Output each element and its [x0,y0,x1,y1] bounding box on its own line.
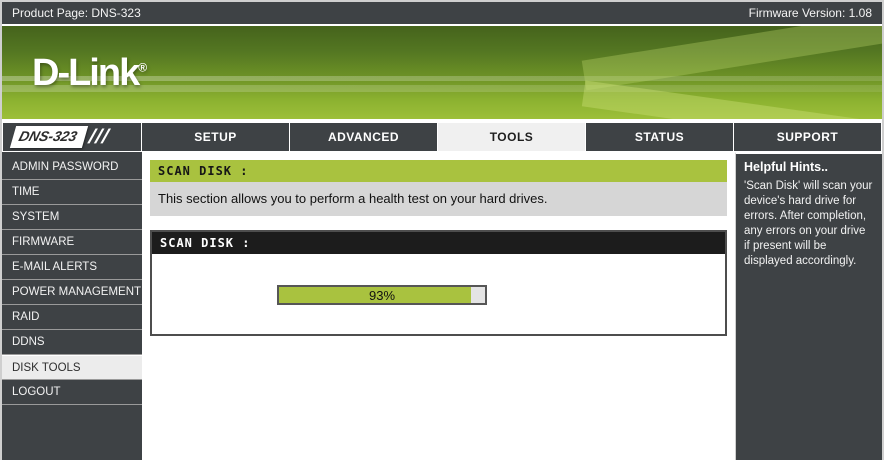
tab-tools[interactable]: TOOLS [438,122,586,152]
scan-disk-description: This section allows you to perform a hea… [150,182,727,216]
sidebar-item-logout[interactable]: LOGOUT [2,380,142,405]
helpful-hints-panel: Helpful Hints.. 'Scan Disk' will scan yo… [735,152,882,460]
model-badge: DNS-323 [9,126,88,148]
tab-support[interactable]: SUPPORT [734,122,882,152]
brand-banner: D-Link® [2,26,882,122]
sidebar-item-time[interactable]: TIME [2,180,142,205]
sidebar-item-system[interactable]: SYSTEM [2,205,142,230]
scan-disk-status-header: SCAN DISK : [152,232,725,254]
sidebar-item-admin-password[interactable]: ADMIN PASSWORD [2,155,142,180]
sidebar-item-email-alerts[interactable]: E-MAIL ALERTS [2,255,142,280]
sidebar-item-ddns[interactable]: DDNS [2,330,142,355]
scan-progress-label: 93% [368,287,396,303]
sidebar-item-power-management[interactable]: POWER MANAGEMENT [2,280,142,305]
sidebar-item-disk-tools[interactable]: DISK TOOLS [2,355,142,380]
helpful-hints-title: Helpful Hints.. [744,160,829,174]
registered-mark: ® [138,60,148,75]
model-slashes-decoration: /// [86,125,111,148]
scan-disk-status-box: SCAN DISK : 93% [150,230,727,336]
sidebar: ADMIN PASSWORD TIME SYSTEM FIRMWARE E-MA… [2,152,142,460]
scan-disk-status-body: 93% [152,254,725,334]
sidebar-item-firmware[interactable]: FIRMWARE [2,230,142,255]
dlink-logo: D-Link® [32,52,147,95]
main-panel: SCAN DISK : This section allows you to p… [142,152,735,460]
firmware-version-label: Firmware Version: 1.08 [748,6,872,20]
content-row: ADMIN PASSWORD TIME SYSTEM FIRMWARE E-MA… [2,152,882,460]
helpful-hints-body: 'Scan Disk' will scan your device's hard… [744,180,873,267]
banner-streak [2,76,882,81]
scan-disk-intro-header: SCAN DISK : [150,160,727,182]
model-badge-cell: DNS-323 /// [2,122,142,152]
sidebar-item-raid[interactable]: RAID [2,305,142,330]
top-info-bar: Product Page: DNS-323 Firmware Version: … [2,2,882,26]
product-page-label: Product Page: DNS-323 [12,6,141,20]
tab-advanced[interactable]: ADVANCED [290,122,438,152]
scan-progress-bar: 93% [277,285,487,305]
tab-setup[interactable]: SETUP [142,122,290,152]
nav-tab-bar: DNS-323 /// SETUP ADVANCED TOOLS STATUS … [2,122,882,152]
tab-status[interactable]: STATUS [586,122,734,152]
dlink-logo-text: D-Link [32,52,140,94]
banner-streak [2,85,882,92]
model-badge-text: DNS-323 [16,128,80,144]
scan-progress-fill [279,287,471,303]
